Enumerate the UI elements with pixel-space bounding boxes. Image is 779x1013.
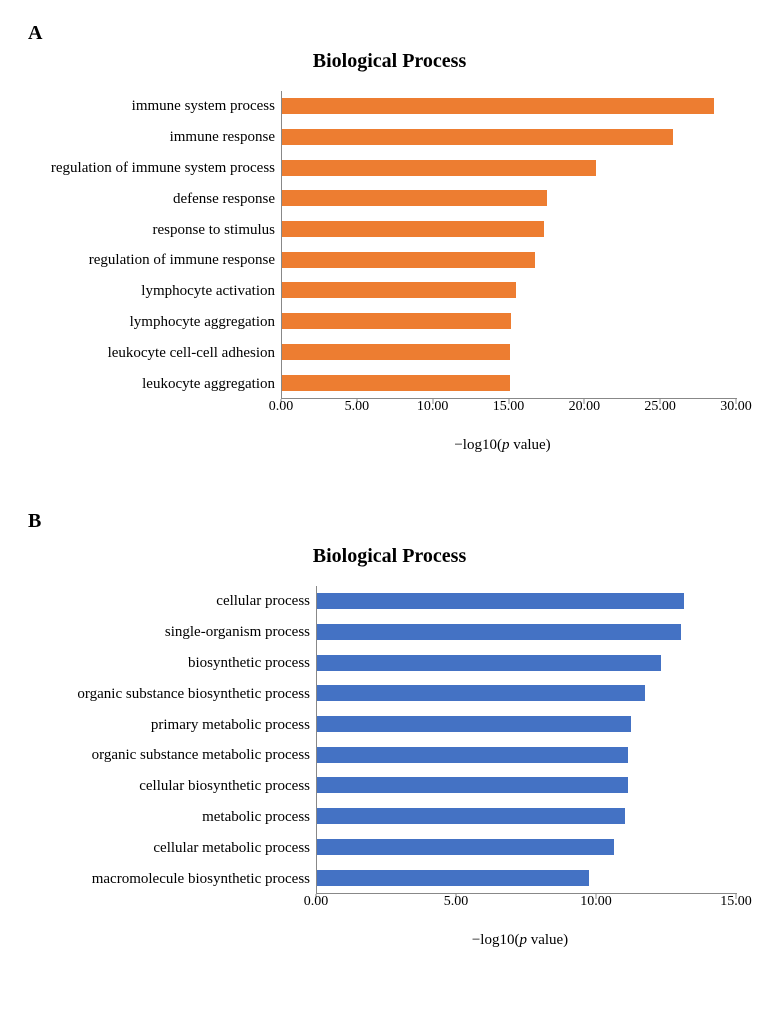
panel-a-y-label: leukocyte aggregation	[0, 377, 275, 391]
panel-a-title: Biological Process	[0, 50, 779, 73]
panel-a-x-tick-label: 0.00	[269, 399, 294, 415]
x-axis-label-suffix: value)	[527, 932, 568, 948]
panel-b-x-tick-label: 5.00	[444, 894, 469, 910]
panel-b-bar	[317, 777, 628, 793]
panel-a-label: A	[28, 22, 42, 45]
panel-b-title: Biological Process	[0, 545, 779, 568]
panel-b-x-tick-label: 0.00	[304, 894, 329, 910]
panel-b-y-labels: cellular process single-organism process b…	[0, 586, 310, 894]
panel-b-y-label: cellular biosynthetic process	[0, 779, 310, 793]
panel-b-y-label: organic substance biosynthetic process	[0, 687, 310, 701]
panel-a-y-label: immune system process	[0, 99, 275, 113]
panel-a-x-tick-label: 20.00	[569, 399, 601, 415]
panel-b-x-ticks: 0.005.0010.0015.00	[316, 894, 736, 912]
panel-a-y-label: lymphocyte aggregation	[0, 315, 275, 329]
panel-b-bar	[317, 870, 589, 886]
figure-page: A Biological Process immune system proces…	[0, 0, 779, 1013]
panel-b-y-label: single-organism process	[0, 625, 310, 639]
panel-b-chart: Biological Process cellular process single…	[0, 545, 779, 949]
panel-a-bars-region	[281, 91, 737, 399]
panel-a-x-tick-label: 10.00	[417, 399, 449, 415]
panel-a-chart: Biological Processimmune system processi…	[0, 50, 779, 454]
x-axis-label-var: p	[519, 932, 527, 948]
panel-b-y-label: macromolecule biosynthetic process	[0, 872, 310, 886]
panel-b-x-axis-label: −log10(p value)	[310, 932, 730, 949]
panel-a-y-label: immune response	[0, 130, 275, 144]
panel-a-bars	[282, 91, 737, 398]
panel-a-bar	[282, 282, 516, 298]
panel-a-bar	[282, 252, 535, 268]
panel-a-bar	[282, 221, 544, 237]
panel-a-y-label: regulation of immune response	[0, 253, 275, 267]
panel-b-plot-area: cellular process single-organism process b…	[0, 586, 779, 926]
x-axis-label-prefix: −log10(	[472, 932, 520, 948]
panel-b-y-label: primary metabolic process	[0, 718, 310, 732]
panel-a-bar	[282, 98, 714, 114]
panel-b-bar	[317, 593, 684, 609]
panel-b-bar	[317, 624, 681, 640]
panel-b-bar	[317, 655, 661, 671]
panel-b-bars-region	[316, 586, 737, 894]
panel-a-y-label: defense response	[0, 192, 275, 206]
panel-b-label: B	[28, 510, 41, 533]
panel-a-x-tick-label: 30.00	[720, 399, 752, 415]
panel-a-x-tick-label: 5.00	[345, 399, 370, 415]
panel-a-x-tick-label: 15.00	[493, 399, 525, 415]
panel-b-y-label: cellular process	[0, 594, 310, 608]
panel-a-bar	[282, 190, 547, 206]
panel-b-bar	[317, 747, 628, 763]
panel-a-y-label: response to stimulus	[0, 223, 275, 237]
panel-a-x-ticks: 0.005.0010.0015.0020.0025.0030.00	[281, 399, 736, 417]
panel-a-y-label: leukocyte cell-cell adhesion	[0, 346, 275, 360]
panel-b-y-label: cellular metabolic process	[0, 841, 310, 855]
panel-a-bar	[282, 129, 673, 145]
panel-b-x-tick-label: 10.00	[580, 894, 612, 910]
panel-a-x-tick-label: 25.00	[644, 399, 676, 415]
panel-a-y-label: regulation of immune system process	[0, 161, 275, 175]
x-axis-label-suffix: value)	[509, 437, 550, 453]
panel-a-bar	[282, 344, 510, 360]
panel-b-bars	[317, 586, 737, 893]
panel-a-bar	[282, 313, 511, 329]
panel-b-x-tick-label: 15.00	[720, 894, 752, 910]
panel-a-y-labels: immune system process immune response regu…	[0, 91, 275, 399]
panel-a-bar	[282, 375, 510, 391]
panel-b-y-label: organic substance metabolic process	[0, 748, 310, 762]
panel-b-bar	[317, 808, 625, 824]
panel-a-plot-area: immune system process immune response regu…	[0, 91, 779, 431]
panel-a-y-label: lymphocyte activation	[0, 284, 275, 298]
panel-b-bar	[317, 839, 614, 855]
panel-b-y-label: biosynthetic process	[0, 656, 310, 670]
panel-a-x-axis-label: −log10(p value)	[275, 437, 730, 454]
panel-b-bar	[317, 685, 645, 701]
x-axis-label-prefix: −log10(	[454, 437, 502, 453]
panel-b-bar	[317, 716, 631, 732]
panel-b-y-label: metabolic process	[0, 810, 310, 824]
panel-a-bar	[282, 160, 596, 176]
